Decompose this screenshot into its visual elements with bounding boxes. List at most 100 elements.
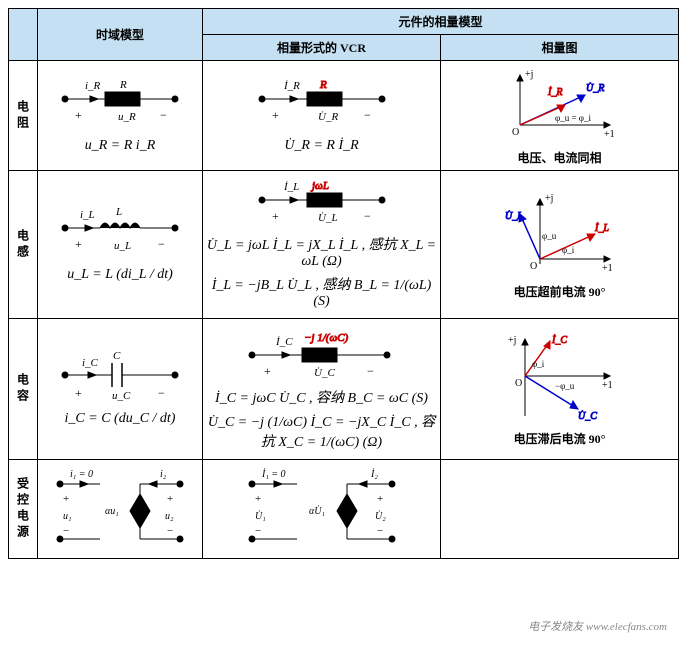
row-label-s: 受控电源: [9, 460, 38, 559]
svg-text:−: −: [158, 237, 165, 251]
c-vcr-cell: İ_C −j 1/(ωC) + U̇_C − İ_C = jωC U̇_C , …: [203, 319, 441, 460]
r-vcr-circuit: İ_R R + U̇_R −: [242, 74, 402, 134]
svg-text:U̇_C: U̇_C: [578, 410, 597, 422]
row-label-l: 电感: [9, 171, 38, 319]
svg-text:αu₁: αu₁: [105, 506, 119, 517]
svg-text:U̇_L: U̇_L: [318, 212, 338, 224]
svg-text:L: L: [115, 206, 122, 218]
header-time-model: 时域模型: [38, 9, 203, 61]
svg-text:u_R: u_R: [118, 111, 136, 123]
row-label-r: 电阻: [9, 61, 38, 171]
svg-text:R: R: [119, 79, 127, 91]
svg-text:O: O: [515, 378, 522, 389]
c-vcr-eq1: İ_C = jωC U̇_C , 容纳 B_C = ωC (S): [205, 387, 438, 407]
svg-text:u_C: u_C: [112, 390, 131, 402]
l-vcr-cell: İ_L jωL + U̇_L − U̇_L = jωL İ_L = jX_L İ…: [203, 171, 441, 319]
svg-text:−: −: [255, 525, 261, 537]
c-vcr-eq2: U̇_C = −j (1/ωC) İ_C = −jX_C İ_C , 容抗 X_…: [205, 411, 438, 451]
svg-text:i_C: i_C: [82, 357, 99, 369]
l-time-circuit: i_L L + u_L −: [50, 203, 190, 263]
c-phasor-diagram: +j +1 O İ_C U̇_C φ_i −φ_u: [500, 331, 620, 426]
svg-text:+: +: [75, 386, 82, 400]
l-vcr-eq2: İ_L = −jB_L U̇_L , 感纳 B_L = 1/(ωL) (S): [205, 274, 438, 310]
svg-text:+: +: [264, 364, 271, 378]
svg-text:+: +: [136, 500, 142, 511]
svg-text:+: +: [167, 493, 173, 505]
r-vcr-cell: İ_R R + U̇_R − U̇_R = R İ_R: [203, 61, 441, 171]
svg-text:−: −: [160, 108, 167, 122]
svg-text:φ_i: φ_i: [562, 245, 575, 255]
svg-text:φ_i: φ_i: [532, 359, 545, 369]
header-blank: [9, 9, 38, 61]
svg-text:u_L: u_L: [114, 240, 131, 252]
s-time-cell: i₁ = 0 + u₁ − i₂ αu₁ + u₂ − + −: [38, 460, 203, 559]
svg-text:O: O: [530, 261, 537, 272]
c-phasor-cell: +j +1 O İ_C U̇_C φ_i −φ_u 电压滞后电流 90°: [441, 319, 679, 460]
svg-text:+: +: [272, 209, 279, 223]
svg-text:İ_C: İ_C: [551, 334, 567, 346]
svg-text:+1: +1: [602, 380, 613, 391]
svg-text:U̇_R: U̇_R: [586, 82, 604, 94]
svg-text:−φ_u: −φ_u: [555, 381, 575, 391]
header-vcr: 相量形式的 VCR: [203, 35, 441, 61]
l-vcr-eq1: U̇_L = jωL İ_L = jX_L İ_L , 感抗 X_L = ωL …: [205, 234, 438, 270]
r-phasor-cell: +j +1 O İ_R U̇_R φ_u = φ_i 电压、电流同相: [441, 61, 679, 171]
row-label-c: 电容: [9, 319, 38, 460]
l-vcr-circuit: İ_L jωL + U̇_L −: [242, 175, 402, 230]
svg-text:+j: +j: [525, 69, 533, 80]
r-diag-caption: 电压、电流同相: [443, 149, 676, 166]
svg-text:İ_R: İ_R: [547, 86, 562, 98]
s-time-circuit: i₁ = 0 + u₁ − i₂ αu₁ + u₂ − + −: [45, 464, 195, 554]
svg-text:+j: +j: [545, 193, 553, 204]
svg-text:−: −: [364, 108, 371, 122]
header-diagram: 相量图: [441, 35, 679, 61]
svg-text:−j 1/(ωC): −j 1/(ωC): [304, 332, 349, 344]
svg-text:+j: +j: [508, 335, 516, 346]
svg-text:−: −: [364, 209, 371, 223]
r-time-cell: i_R R + u_R − u_R = R i_R: [38, 61, 203, 171]
svg-text:jωL: jωL: [310, 180, 329, 192]
l-time-eq: u_L = L (di_L / dt): [40, 267, 200, 283]
svg-text:+: +: [343, 500, 349, 511]
svg-text:−: −: [377, 525, 383, 537]
phasor-model-table: 时域模型 元件的相量模型 相量形式的 VCR 相量图 电阻 i_R R + u_…: [8, 8, 679, 559]
l-time-cell: i_L L + u_L − u_L = L (di_L / dt): [38, 171, 203, 319]
svg-text:U̇_L: U̇_L: [505, 210, 523, 222]
s-phasor-cell: [441, 460, 679, 559]
r-vcr-eq: U̇_R = R İ_R: [205, 138, 438, 154]
svg-text:i₂: i₂: [160, 469, 167, 480]
l-phasor-cell: +j +1 O U̇_L İ_L φ_i φ_u 电压超前电流 90°: [441, 171, 679, 319]
l-diag-caption: 电压超前电流 90°: [443, 283, 676, 300]
svg-text:U̇₁: U̇₁: [255, 510, 266, 522]
svg-text:İ_R: İ_R: [283, 80, 300, 92]
svg-text:u₂: u₂: [165, 511, 174, 522]
c-diag-caption: 电压滞后电流 90°: [443, 430, 676, 447]
svg-text:−: −: [167, 525, 173, 537]
svg-text:U̇_C: U̇_C: [314, 367, 335, 379]
svg-text:U̇_R: U̇_R: [318, 111, 338, 123]
svg-text:İ_L: İ_L: [594, 222, 609, 234]
svg-text:İ_L: İ_L: [283, 181, 299, 193]
svg-text:i₁ = 0: i₁ = 0: [70, 469, 93, 480]
svg-text:+: +: [75, 237, 82, 251]
svg-text:φ_u: φ_u: [542, 231, 557, 241]
svg-text:+: +: [63, 493, 69, 505]
svg-text:+: +: [377, 493, 383, 505]
svg-text:U̇₂: U̇₂: [375, 510, 386, 522]
svg-text:−: −: [63, 525, 69, 537]
svg-text:+1: +1: [604, 129, 615, 140]
svg-text:İ_C: İ_C: [275, 336, 293, 348]
svg-text:−: −: [343, 514, 349, 525]
svg-text:+1: +1: [602, 263, 613, 274]
svg-text:+: +: [272, 108, 279, 122]
svg-text:İ₂: İ₂: [370, 468, 378, 480]
watermark: 电子发烧友 www.elecfans.com: [528, 618, 667, 634]
svg-text:i_L: i_L: [80, 209, 95, 221]
svg-text:+: +: [255, 493, 261, 505]
svg-text:R: R: [319, 79, 327, 91]
svg-text:O: O: [512, 127, 519, 138]
svg-text:C: C: [113, 350, 121, 362]
svg-text:u₁: u₁: [63, 511, 71, 522]
svg-text:−: −: [367, 364, 374, 378]
c-time-eq: i_C = C (du_C / dt): [40, 411, 200, 427]
